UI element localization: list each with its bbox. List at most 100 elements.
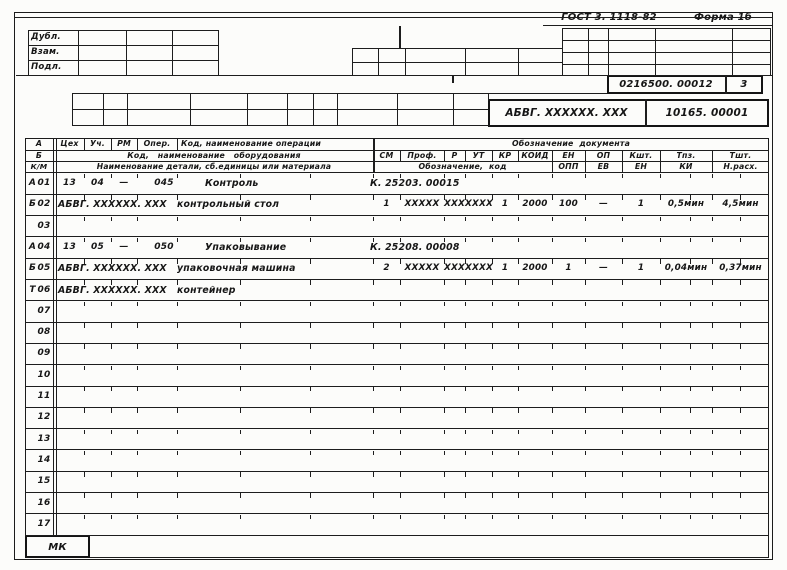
tick-mark (137, 493, 139, 498)
tick-mark (84, 386, 86, 392)
tick-mark (660, 259, 662, 264)
row-line (25, 534, 769, 536)
tick-mark (111, 323, 113, 328)
grid-line (53, 138, 55, 535)
tick-mark (690, 365, 692, 371)
tick-mark (465, 493, 467, 498)
tick-mark (585, 365, 587, 371)
tick-mark (492, 323, 494, 328)
grid-line (465, 48, 467, 75)
row-line (25, 236, 769, 238)
tick-mark (492, 216, 494, 222)
operation-doc-code: К. 25203. 00015 (370, 178, 460, 189)
tick-mark (622, 429, 624, 435)
grid-line (397, 92, 399, 125)
tick-mark (712, 450, 714, 456)
tick-mark (552, 195, 554, 200)
tick-mark (310, 365, 312, 371)
header-row-letter-a: А (35, 139, 43, 148)
tick-mark (660, 344, 662, 349)
tick-mark (111, 344, 113, 349)
tick-mark (585, 280, 587, 285)
header-doc-designation: Обозначение документа (511, 139, 631, 148)
tick-mark (111, 472, 113, 477)
tick-mark (444, 365, 446, 371)
tick-mark (400, 514, 402, 520)
tick-mark (465, 450, 467, 456)
row-line-number: 14 (37, 454, 51, 465)
grid-line (488, 92, 490, 101)
tick-mark (84, 195, 86, 200)
value-cell: 4,5мин (722, 199, 759, 210)
row-line (25, 513, 769, 515)
tick-mark (310, 386, 312, 392)
header-col-label: Тпз. (676, 150, 696, 160)
operation-name: Контроль (205, 178, 259, 189)
tick-mark (552, 429, 554, 435)
tick-mark (740, 429, 742, 435)
tick-mark (111, 195, 113, 200)
tick-mark (492, 173, 494, 179)
tick-mark (585, 514, 587, 520)
tick-mark (585, 216, 587, 222)
tick-mark (518, 216, 520, 222)
row-line (25, 279, 769, 281)
tick-mark (712, 173, 714, 179)
tick-mark (492, 450, 494, 456)
grid-line (518, 149, 520, 161)
tick-mark (137, 408, 139, 413)
tick-mark (310, 514, 312, 520)
row-line-number: 16 (37, 497, 51, 508)
tick-mark (552, 472, 554, 477)
tick-mark (585, 472, 587, 477)
row-line (25, 257, 769, 259)
tick-mark (622, 301, 624, 307)
tick-mark (465, 344, 467, 349)
tick-mark (518, 514, 520, 520)
grid-line (84, 138, 86, 150)
tick-mark (660, 323, 662, 328)
document-code: 10165. 00001 (665, 107, 749, 119)
tick-mark (585, 429, 587, 435)
tick-mark (111, 237, 113, 243)
sheet-number: 3 (740, 79, 748, 90)
tick-mark (518, 365, 520, 371)
tick-mark (240, 280, 242, 285)
row-line (25, 492, 769, 494)
tick-mark (712, 344, 714, 349)
row-line (25, 342, 769, 344)
tick-mark (444, 280, 446, 285)
tick-mark (622, 216, 624, 222)
grid-line (14, 16, 773, 18)
tick-mark (660, 216, 662, 222)
tick-mark (660, 386, 662, 392)
tick-mark (465, 514, 467, 520)
header-col-label: КР (498, 150, 512, 160)
tick-mark (518, 237, 520, 243)
grid-line (218, 30, 220, 75)
header-col-label: Тшт. (729, 150, 752, 160)
tick-mark (444, 323, 446, 328)
tick-mark (310, 323, 312, 328)
tick-mark (585, 301, 587, 307)
tick-mark (712, 429, 714, 435)
tick-mark (552, 493, 554, 498)
header-equipment-label: Код, наименование оборудования (127, 150, 301, 160)
grid-line (287, 92, 289, 125)
tick-mark (690, 216, 692, 222)
grid-line (177, 138, 179, 150)
tick-mark (111, 450, 113, 456)
main-table-frame (25, 138, 769, 558)
tick-mark (660, 408, 662, 413)
tick-mark (622, 259, 624, 264)
tick-mark (622, 195, 624, 200)
grid-line (72, 92, 74, 125)
tick-mark (177, 429, 179, 435)
grid-line (518, 48, 520, 75)
header-col-label: Уч. (90, 139, 105, 148)
tick-mark (444, 450, 446, 456)
tick-mark (373, 344, 375, 349)
row-line-number: 09 (37, 348, 51, 359)
header-col-label: Н.расх. (723, 162, 758, 171)
header-col-label: ЕВ (597, 162, 610, 171)
